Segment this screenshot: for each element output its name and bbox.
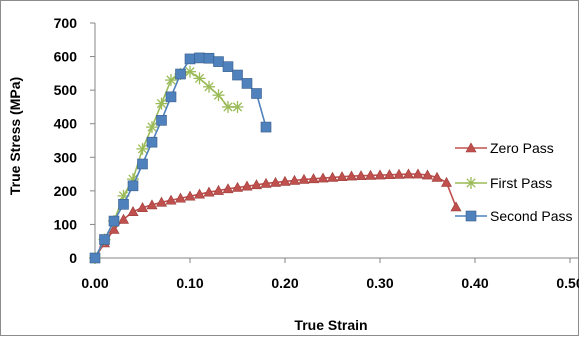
data-point: [119, 199, 129, 209]
legend-label: Second Pass: [490, 208, 573, 224]
data-point: [195, 53, 205, 63]
y-tick-label: 500: [54, 82, 78, 98]
legend-marker: [466, 211, 476, 221]
x-tick-label: 0.00: [81, 275, 108, 291]
legend-label: Zero Pass: [490, 140, 554, 156]
data-point: [138, 159, 148, 169]
data-point: [147, 137, 157, 147]
data-point: [128, 181, 138, 191]
x-tick-label: 0.20: [271, 275, 298, 291]
data-point: [261, 122, 271, 132]
data-point: [214, 57, 224, 67]
y-tick-label: 600: [54, 49, 78, 65]
data-point: [203, 81, 215, 93]
data-point: [90, 253, 100, 263]
y-tick-label: 700: [54, 15, 78, 31]
x-tick-label: 0.50: [556, 275, 579, 291]
data-point: [242, 78, 252, 88]
x-axis-title: True Strain: [294, 317, 367, 333]
data-point: [194, 72, 206, 84]
x-tick-label: 0.40: [461, 275, 488, 291]
data-point: [100, 235, 110, 245]
data-point: [223, 62, 233, 72]
y-tick-label: 300: [54, 149, 78, 165]
data-point: [166, 92, 176, 102]
data-point: [232, 101, 244, 113]
data-point: [165, 74, 177, 86]
data-point: [185, 54, 195, 64]
x-tick-label: 0.30: [366, 275, 393, 291]
y-tick-label: 0: [69, 250, 77, 266]
x-tick-label: 0.10: [176, 275, 203, 291]
y-axis-title: True Stress (MPa): [7, 77, 23, 195]
y-tick-label: 100: [54, 216, 78, 232]
data-point: [176, 69, 186, 79]
data-point: [252, 89, 262, 99]
data-point: [184, 66, 196, 78]
data-point: [109, 216, 119, 226]
legend-label: First Pass: [490, 175, 552, 191]
y-tick-label: 400: [54, 116, 78, 132]
data-point: [156, 98, 168, 110]
y-tick-label: 200: [54, 183, 78, 199]
data-point: [213, 89, 225, 101]
data-point: [157, 115, 167, 125]
data-point: [204, 53, 214, 63]
data-point: [233, 70, 243, 80]
legend-marker: [465, 177, 477, 189]
